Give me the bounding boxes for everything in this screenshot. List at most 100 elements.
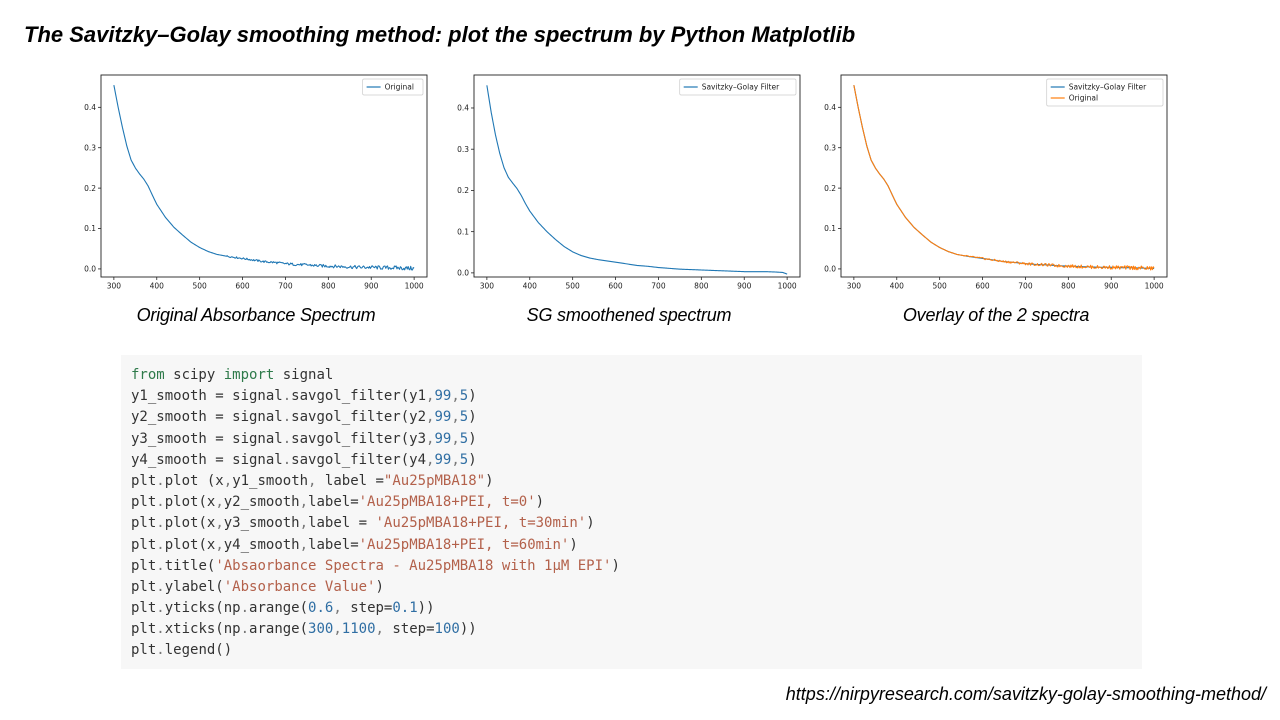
code-token: . [282,451,292,468]
code-token: ) [586,515,595,532]
code-token: label= [308,494,359,511]
code-token: , [299,494,309,511]
code-token: label = [308,515,376,532]
x-tick-label: 500 [192,282,207,291]
legend-label: Original [385,83,414,92]
code-line: from scipy import signal [131,365,1132,386]
axes-frame [840,74,1168,278]
code-token: 100 [434,621,460,638]
code-token: . [156,536,165,553]
code-token: , [299,515,309,532]
x-tick-label: 400 [150,282,165,291]
y-tick-label: 0.3 [457,145,469,154]
code-token: plot(x [164,536,216,553]
code-token: plt [131,472,157,489]
code-token: plt [131,536,157,553]
code-token: y4_smooth [223,536,300,553]
code-token: y2_smooth = signal [131,409,283,426]
code-token: , [426,388,435,405]
y-tick-label: 0.1 [84,224,96,233]
y-tick-label: 0.2 [84,184,96,193]
code-token: 5 [459,388,469,405]
y-tick-label: 0.4 [457,104,469,113]
y-tick-label: 0.1 [457,227,469,236]
code-token: , [215,494,224,511]
x-tick-label: 1000 [405,282,424,291]
x-tick-label: 600 [235,282,250,291]
code-token: , [451,430,460,447]
code-token: . [240,621,250,638]
axes-frame [473,74,801,278]
code-line: plt.yticks(np.arange(0.6, step=0.1)) [131,598,1132,619]
code-line: y3_smooth = signal.savgol_filter(y3,99,5… [131,429,1132,450]
legend: Original [362,78,424,96]
legend: Savitzky–Golay Filter [679,78,797,96]
code-token: savgol_filter(y3 [291,430,427,447]
code-token: ) [468,388,477,405]
chart-overlay-spectra: 300 400 500 600 700 800 900 1000 0.0 0.1 0.2 0.3 0.4… [820,72,1180,292]
x-tick-label: 600 [608,282,623,291]
x-tick-label: 900 [1104,282,1119,291]
x-tick-label: 300 [480,282,495,291]
legend-label: Savitzky–Golay Filter [1069,83,1147,92]
x-tick-label: 400 [523,282,538,291]
code-token: . [156,494,165,511]
code-line: plt.plot(x,y3_smooth,label = 'Au25pMBA18… [131,513,1132,534]
code-token: arange( [249,621,309,638]
code-line: plt.title('Absaorbance Spectra - Au25pMB… [131,556,1132,577]
series-line-1 [853,84,1155,271]
x-tick-label: 500 [932,282,947,291]
series-line-0 [113,84,415,271]
code-token: arange( [249,600,309,617]
code-block: from scipy import signal y1_smooth = sign… [121,355,1142,669]
code-token: ) [485,472,494,489]
code-line: plt.plot(x,y4_smooth,label='Au25pMBA18+P… [131,535,1132,556]
x-tick-label: 900 [737,282,752,291]
code-token: label= [308,536,359,553]
code-token: scipy [164,367,224,383]
code-token: , [451,451,460,468]
y-tick-label: 0.2 [824,184,836,193]
code-token: plot(x [164,515,216,532]
code-token: step= [383,621,435,638]
caption-overlay: Overlay of the 2 spectra [902,305,1090,325]
code-token: plot (x [164,472,224,489]
chart-sg-smoothed-spectrum: 300 400 500 600 700 800 900 1000 0.0 0.1 0.2 0.3 0.4… [453,72,813,292]
x-tick-label: 800 [1061,282,1076,291]
x-tick-label: 600 [975,282,990,291]
code-token: y2_smooth [223,494,300,511]
code-token: . [156,621,165,638]
x-tick-label: 500 [565,282,580,291]
code-token: signal [274,367,334,383]
code-token: savgol_filter(y1 [291,388,427,405]
code-token: 300 [308,621,334,638]
y-tick-label: 0.4 [84,103,96,112]
code-line: plt.xticks(np.arange(300,1100, step=100)… [131,619,1132,640]
code-token: , [333,600,342,617]
slide-title: The Savitzky–Golay smoothing method: plo… [24,22,856,47]
code-line: y2_smooth = signal.savgol_filter(y2,99,5… [131,407,1132,428]
code-token: . [240,600,250,617]
code-token: 5 [459,409,469,426]
code-token: from [131,367,165,383]
code-token: , [426,430,435,447]
code-line: y4_smooth = signal.savgol_filter(y4,99,5… [131,450,1132,471]
code-token: . [156,472,165,489]
code-token: )) [417,600,435,617]
code-token: y3_smooth = signal [131,430,283,447]
code-token: legend() [164,642,233,659]
code-token: . [282,430,292,447]
x-tick-label: 400 [890,282,905,291]
code-token: . [156,642,165,659]
x-tick-label: 700 [278,282,293,291]
y-tick-label: 0.1 [824,224,836,233]
code-token: plt [131,642,157,659]
chart-svg: 300 400 500 600 700 800 900 1000 0.0 0.1 0.2 0.3 0.4… [84,74,428,291]
code-token: savgol_filter(y4 [291,451,427,468]
code-token: ) [468,409,477,426]
code-token: plt [131,557,157,574]
code-token: ) [468,451,477,468]
x-tick-label: 800 [694,282,709,291]
y-tick-label: 0.3 [824,143,836,152]
y-tick-label: 0.0 [457,269,469,278]
